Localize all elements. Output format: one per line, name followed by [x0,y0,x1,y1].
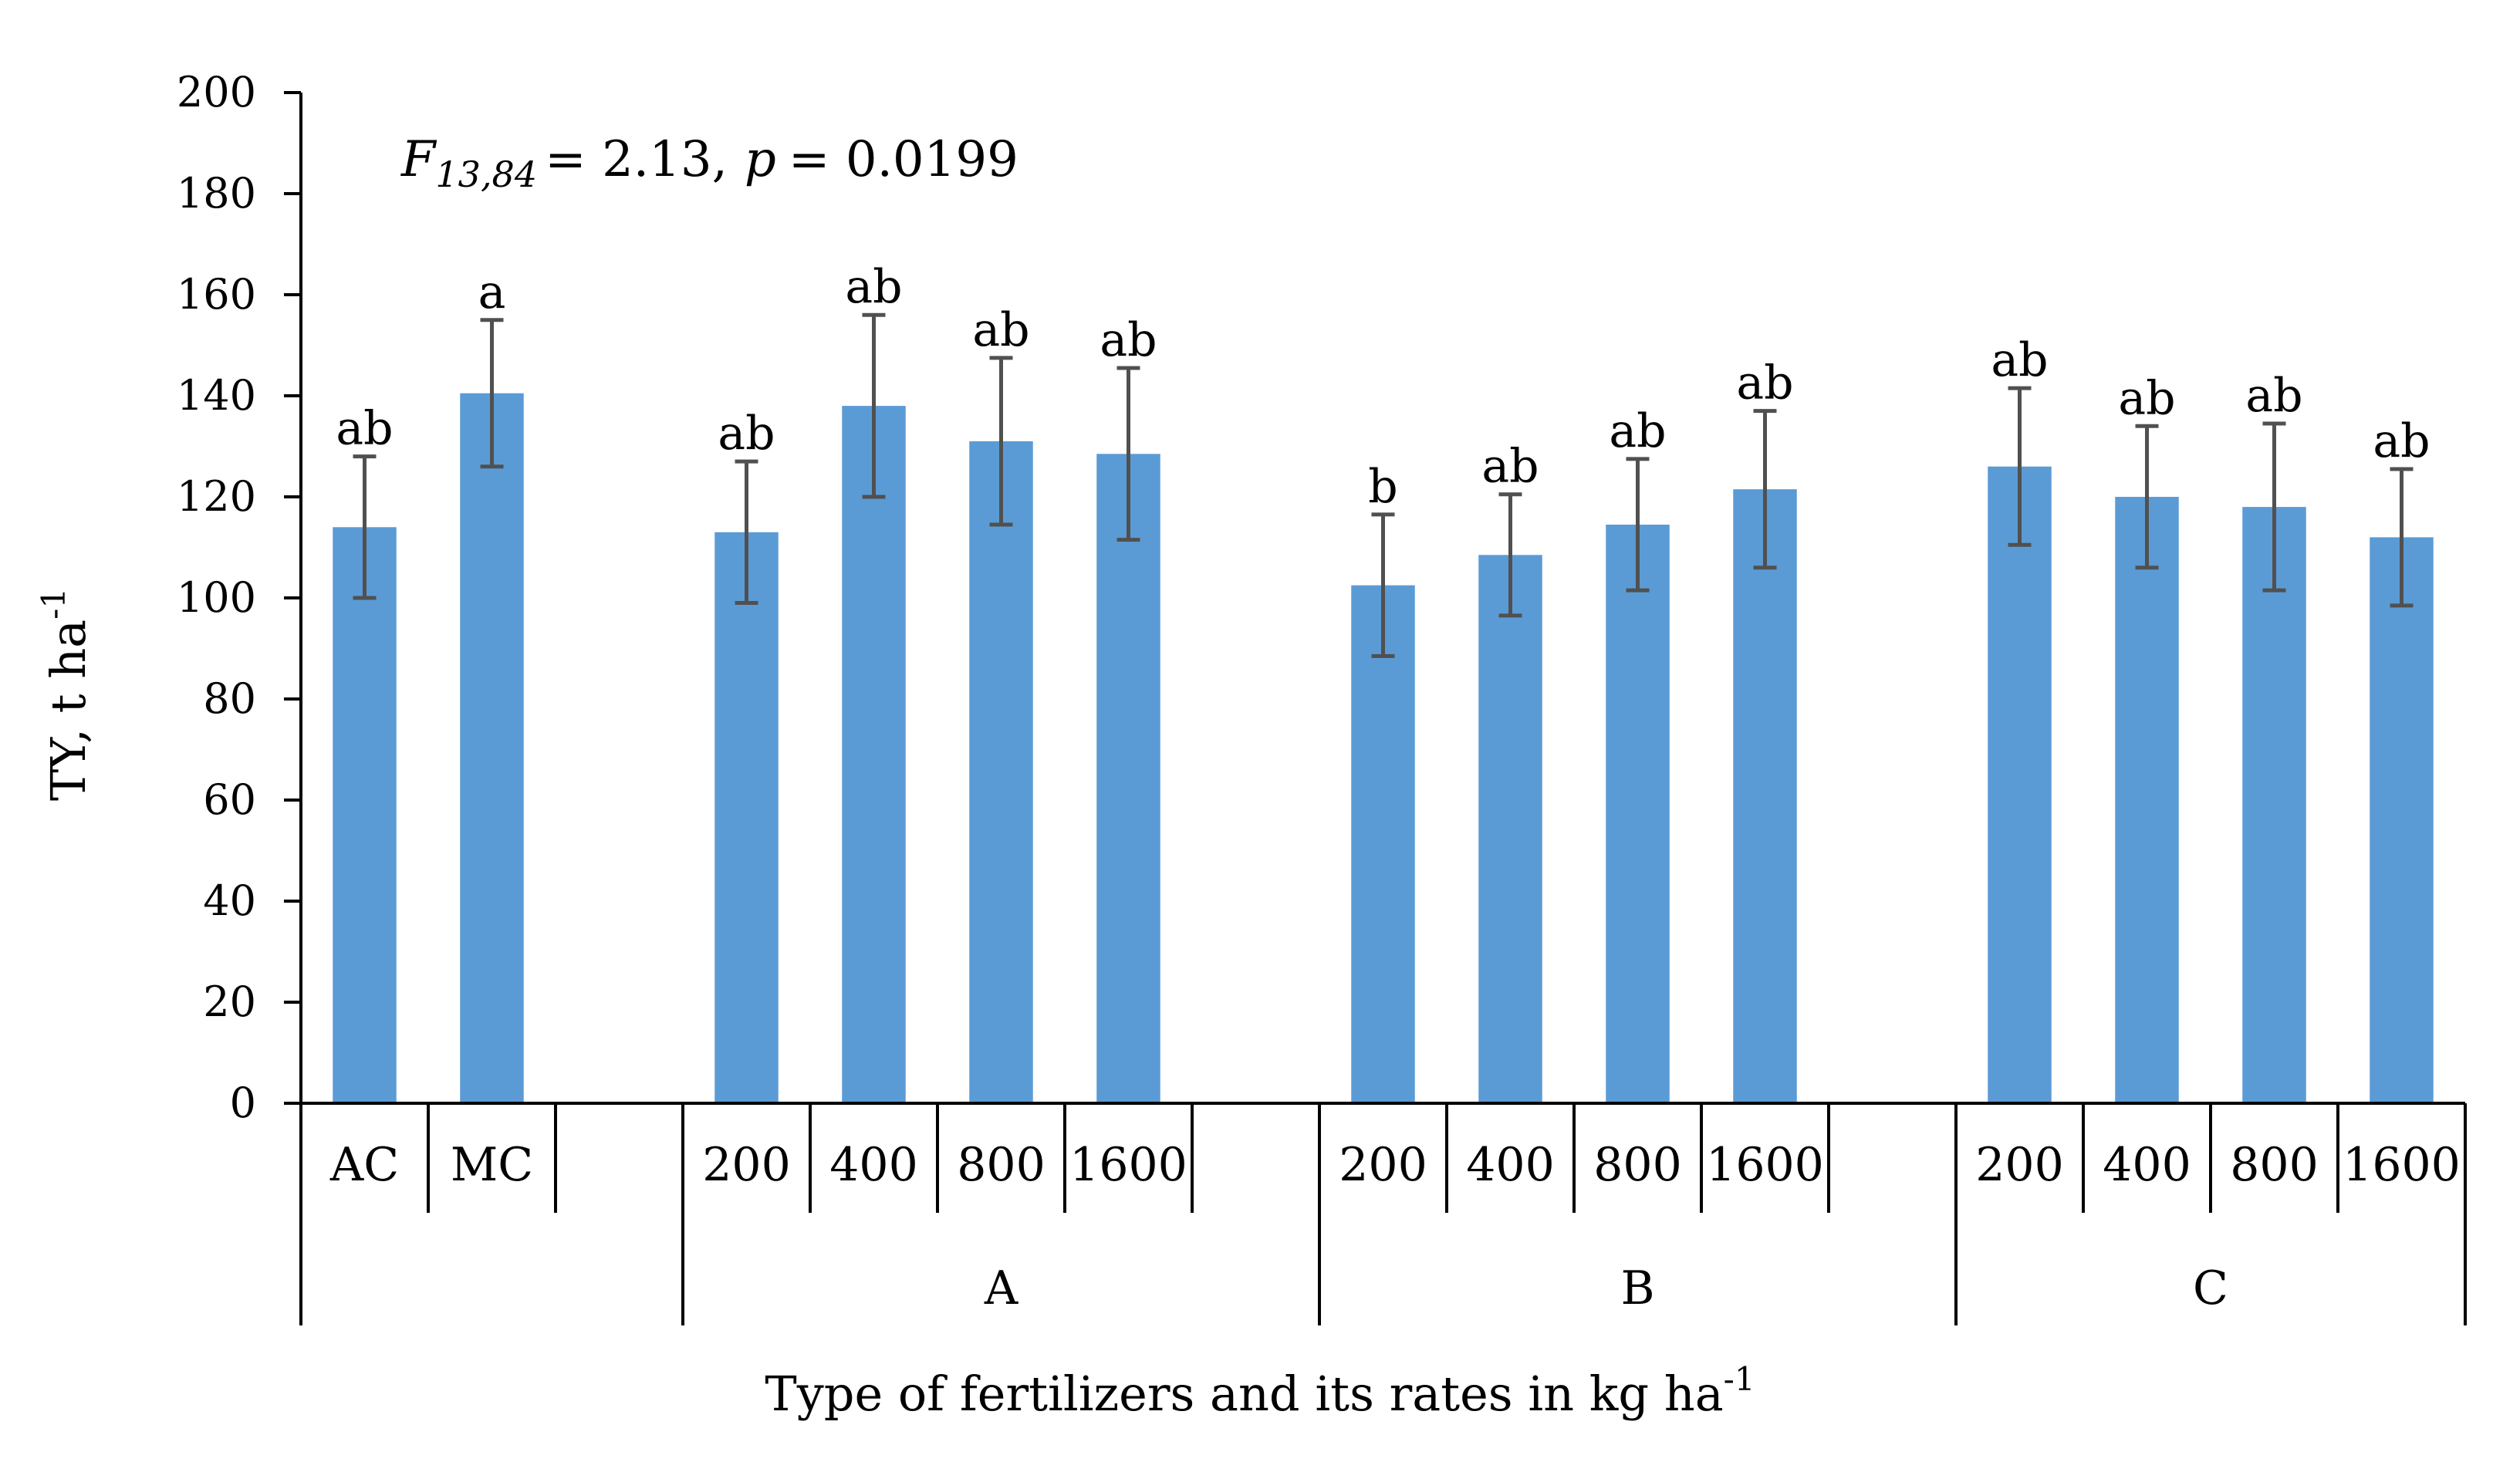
y-tick-label: 180 [177,169,256,218]
y-tick-label: 60 [203,775,256,824]
y-tick-label: 100 [177,573,256,622]
y-axis-title: TY, t ha-1 [35,588,96,801]
bar [842,406,906,1103]
bars: ab a ab ab ab ab b ab ab ab ab ab ab ab [333,260,2434,1104]
f-value: = 2.13, [545,131,728,188]
significance-letter: a [478,265,506,319]
f-symbol: F [400,131,437,188]
bar [1733,489,1797,1103]
category-label: 200 [1975,1138,2064,1192]
significance-letter: ab [336,402,393,456]
category-label: 800 [1593,1138,1682,1192]
x-axis-title: Type of fertilizers and its rates in kg … [765,1360,1755,1422]
bar [969,441,1033,1103]
bar [1096,454,1160,1103]
category-label: AC [329,1138,399,1192]
y-tick-label: 160 [177,270,256,319]
bar [2370,537,2434,1103]
stat-annotation: F13,84 = 2.13, p = 0.0199 [400,131,1018,195]
bar [460,393,524,1104]
bar [714,532,779,1103]
p-symbol: p [745,131,776,188]
x-axis-title-sup: -1 [1724,1360,1755,1398]
category-label: 800 [2230,1138,2319,1192]
significance-letter: ab [2245,369,2302,423]
significance-letter: ab [1736,356,1793,410]
x-axis: AC MC 200 400 800 1600 A 200 400 800 1600 B 200 400 80… [299,1102,2467,1325]
bar [2115,497,2179,1103]
category-label: 800 [957,1138,1045,1192]
bar [1988,466,2052,1103]
y-tick-label: 120 [177,472,256,521]
significance-letter: ab [845,260,902,314]
y-axis: 0 20 40 60 80 100 120 140 160 180 200 [177,68,302,1127]
y-tick-label: 80 [203,674,256,723]
significance-letter: ab [1609,404,1666,458]
significance-letter: ab [2373,414,2430,468]
category-label: 1600 [2343,1138,2461,1192]
significance-letter: b [1368,460,1397,514]
bar [1478,555,1542,1103]
f-subscript: 13,84 [435,154,537,195]
category-label: 400 [2103,1138,2191,1192]
p-value: = 0.0199 [789,131,1018,188]
significance-letter: ab [972,303,1029,357]
category-label: MC [451,1138,533,1192]
category-label: 1600 [1069,1138,1187,1192]
y-tick-label: 20 [203,977,256,1026]
category-label: 200 [1339,1138,1427,1192]
x-axis-title-text: Type of fertilizers and its rates in kg … [765,1366,1723,1422]
category-label: 400 [1466,1138,1555,1192]
y-tick-label: 140 [177,371,256,420]
significance-letter: ab [1481,440,1539,494]
significance-letter: ab [1991,333,2048,387]
y-axis-title-sup: -1 [35,588,73,620]
category-label: 400 [829,1138,918,1192]
group-label: C [2193,1261,2228,1315]
bar [2242,507,2306,1103]
y-tick-label: 200 [177,68,256,116]
bar [1606,525,1670,1103]
group-label: B [1620,1261,1654,1315]
y-tick-label: 40 [203,876,256,925]
bar [1351,585,1415,1103]
y-tick-label: 0 [230,1079,256,1127]
y-axis-title-text: TY, t ha [40,620,96,801]
bar [333,527,397,1103]
group-label: A [984,1261,1018,1315]
category-label: 1600 [1706,1138,1824,1192]
significance-letter: ab [1100,313,1157,367]
significance-letter: ab [718,407,775,461]
category-label: 200 [702,1138,791,1192]
significance-letter: ab [2118,371,2175,425]
